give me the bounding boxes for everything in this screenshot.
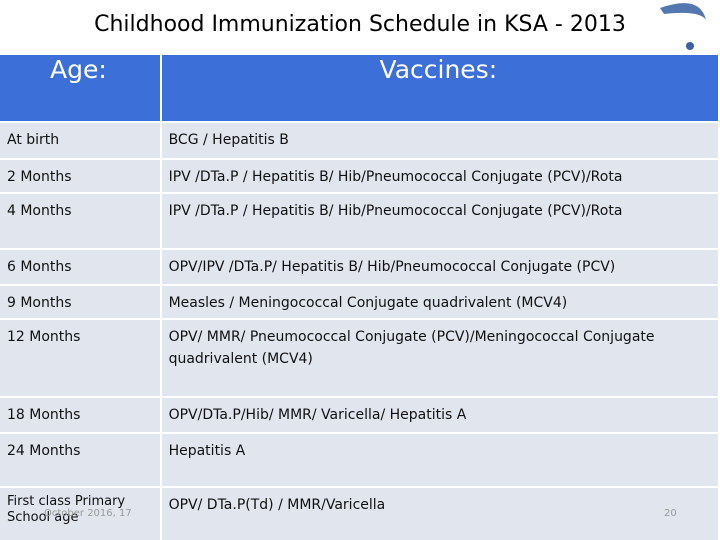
age-cell: 9 Months: [0, 286, 160, 318]
table-row: 18 Months OPV/DTa.P/Hib/ MMR/ Varicella/ …: [0, 398, 720, 434]
table-row: 24 Months Hepatitis A: [0, 434, 720, 488]
vaccine-cell: OPV/ MMR/ Pneumococcal Conjugate (PCV)/M…: [161, 320, 718, 396]
table-row: 6 Months OPV/IPV /DTa.P/ Hepatitis B/ Hib…: [0, 250, 720, 286]
table-row: First class Primary School age OPV/ DTa.P…: [0, 488, 720, 540]
vaccine-cell: OPV/ DTa.P(Td) / MMR/Varicella: [161, 488, 718, 540]
vaccine-cell: Measles / Meningococcal Conjugate quadri…: [161, 286, 718, 318]
age-cell: At birth: [0, 123, 160, 158]
table-header: Age: Vaccines:: [0, 55, 720, 123]
table-row: 12 Months OPV/ MMR/ Pneumococcal Conjugat…: [0, 320, 720, 398]
table-row: 2 Months IPV /DTa.P / Hepatitis B/ Hib/Pn…: [0, 160, 720, 194]
age-cell: 2 Months: [0, 160, 160, 192]
table-row: At birth BCG / Hepatitis B: [0, 123, 720, 160]
header-cell: Vaccines:: [161, 55, 718, 121]
age-cell: 24 Months: [0, 434, 160, 486]
title: Childhood Immunization Schedule in KSA -…: [94, 12, 626, 37]
vaccine-cell: Hepatitis A: [161, 434, 718, 486]
table-row: 4 Months IPV /DTa.P / Hepatitis B/ Hib/Pn…: [0, 194, 720, 250]
age-cell: 12 Months: [0, 320, 160, 396]
table-row: 9 Months Measles / Meningococcal Conjugat…: [0, 286, 720, 320]
table: Age: Vaccines: At birth BCG / Hepatitis B…: [0, 55, 720, 540]
page-number: 20: [664, 508, 677, 519]
age-cell: 6 Months: [0, 250, 160, 284]
age-cell: First class Primary School age: [0, 488, 160, 540]
logo: [660, 3, 706, 50]
age-cell: 4 Months: [0, 194, 160, 248]
vaccine-cell: IPV /DTa.P / Hepatitis B/ Hib/Pneumococc…: [161, 160, 718, 192]
vaccine-cell: IPV /DTa.P / Hepatitis B/ Hib/Pneumococc…: [161, 194, 718, 248]
vaccine-cell: OPV/DTa.P/Hib/ MMR/ Varicella/ Hepatitis…: [161, 398, 718, 432]
footer-date: October 2016, 17: [44, 508, 132, 519]
vaccine-cell: OPV/IPV /DTa.P/ Hepatitis B/ Hib/Pneumoc…: [161, 250, 718, 284]
header-cell: Age:: [0, 55, 160, 121]
vaccine-cell: BCG / Hepatitis B: [161, 123, 718, 158]
age-cell: 18 Months: [0, 398, 160, 432]
